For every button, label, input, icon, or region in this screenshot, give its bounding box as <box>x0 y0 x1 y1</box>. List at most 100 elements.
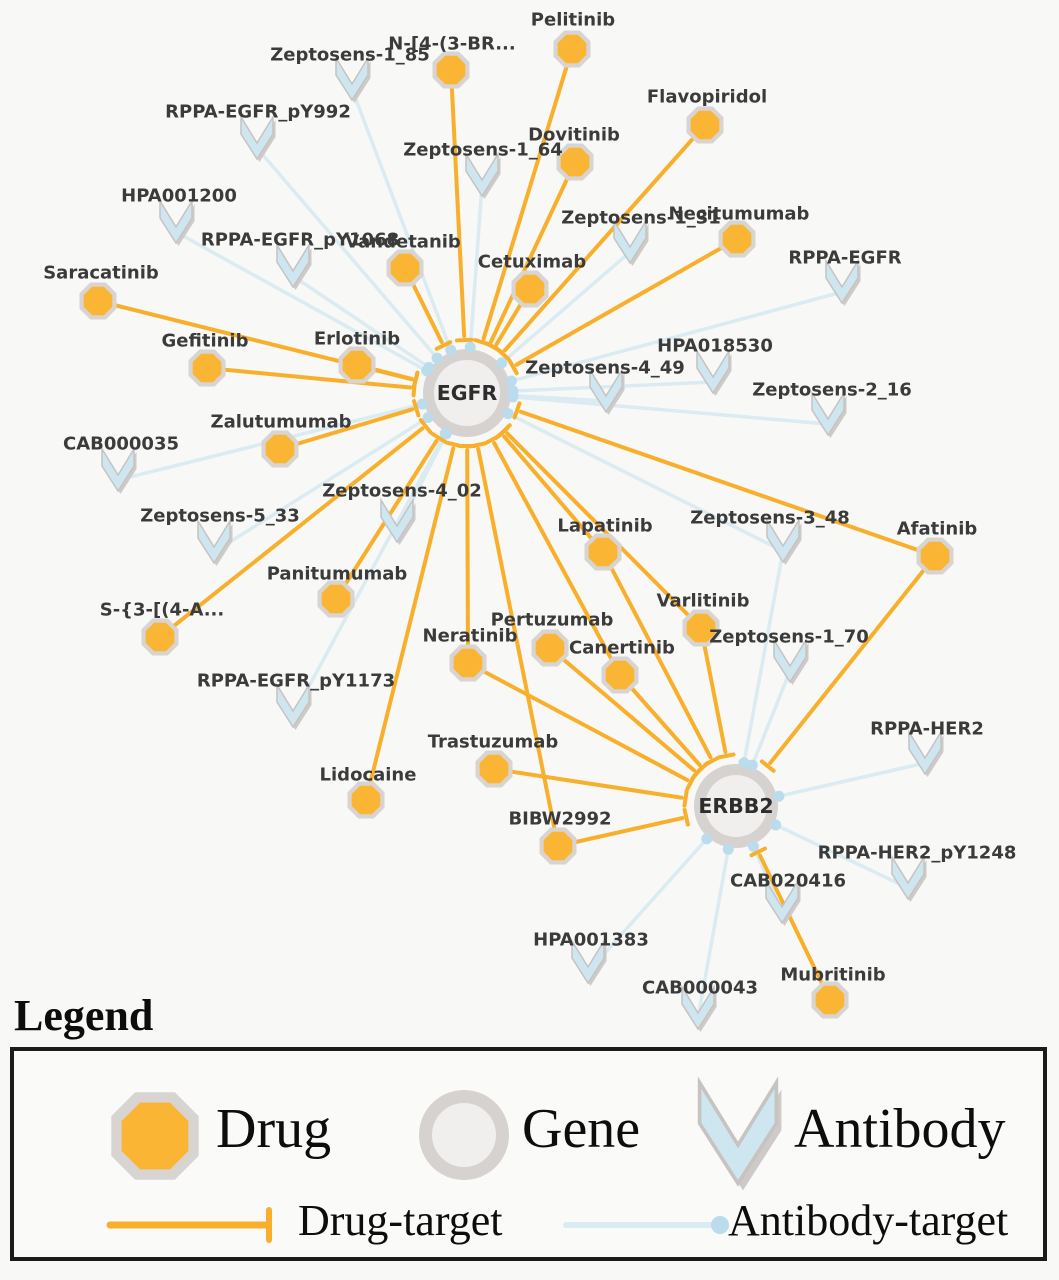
node-label: Saracatinib <box>43 263 159 284</box>
antibody-node[interactable] <box>197 518 233 566</box>
drug-edge-tee <box>690 765 704 781</box>
drug-node[interactable] <box>432 51 470 89</box>
drug-edge-tee <box>486 341 503 354</box>
antibody-edge-dot <box>496 357 508 369</box>
drug-node[interactable] <box>79 282 117 320</box>
gene-node[interactable] <box>694 764 778 848</box>
node-label: Lidocaine <box>320 765 417 786</box>
drug-target-edge <box>505 431 703 630</box>
drug-edge-tee <box>418 418 433 434</box>
node-label: Zeptosens-1_70 <box>709 627 869 648</box>
drug-node[interactable] <box>347 781 385 819</box>
drug-node[interactable] <box>686 106 724 144</box>
node-label: Zeptosens-5_33 <box>140 506 300 527</box>
antibody-node[interactable] <box>571 938 607 986</box>
drug-target-edge <box>514 237 739 367</box>
drug-node[interactable] <box>511 270 549 308</box>
antibody-target-edge <box>291 274 431 370</box>
node-label: N-[4-(3-BR... <box>388 34 515 55</box>
drug-octagon-icon <box>111 1092 199 1180</box>
node-label: Zeptosens-4_49 <box>525 358 685 379</box>
antibody-node[interactable] <box>240 114 276 162</box>
node-label: Zeptosens-1_85 <box>270 45 430 66</box>
antibody-node[interactable] <box>766 517 802 565</box>
antibody-node[interactable] <box>335 55 371 103</box>
node-label: RPPA-EGFR_pY1068 <box>201 230 399 251</box>
antibody-edge-dot <box>416 398 428 410</box>
drug-target-edge <box>492 767 684 800</box>
antibody-node[interactable] <box>811 390 847 438</box>
drug-edge-tee <box>434 340 453 351</box>
antibody-node[interactable] <box>765 878 801 926</box>
drug-node[interactable] <box>338 346 376 384</box>
antibody-node[interactable] <box>589 367 625 415</box>
drug-node[interactable] <box>811 981 849 1019</box>
drug-node[interactable] <box>601 656 639 694</box>
node-label: Pertuzumab <box>491 610 614 631</box>
drug-node[interactable] <box>386 249 424 287</box>
node-label: HPA001200 <box>121 186 237 207</box>
gene-node[interactable] <box>423 349 511 437</box>
node-label: Canertinib <box>569 638 675 659</box>
antibody-node[interactable] <box>159 198 195 246</box>
antibody-node[interactable] <box>908 729 944 777</box>
drug-target-edge <box>699 626 728 755</box>
drug-node[interactable] <box>553 30 591 68</box>
antibody-target-edge <box>174 230 429 373</box>
antibody-edge-dot <box>722 843 734 855</box>
antibody-node[interactable] <box>773 637 809 685</box>
gene-label: ERBB2 <box>698 794 773 818</box>
drug-target-edge <box>518 409 937 558</box>
antibody-node[interactable] <box>465 151 501 199</box>
antibody-edge-dot <box>773 790 785 802</box>
drug-node[interactable] <box>188 349 226 387</box>
antibody-node[interactable] <box>101 446 137 494</box>
antibody-target-edge <box>468 183 484 349</box>
antibody-edge-dot <box>445 344 457 356</box>
node-label: Dovitinib <box>528 125 620 146</box>
antibody-node[interactable] <box>681 984 717 1032</box>
drug-node[interactable] <box>449 644 487 682</box>
drug-edges-layer <box>96 47 937 1002</box>
drug-node[interactable] <box>539 827 577 865</box>
drug-node[interactable] <box>682 609 720 647</box>
drug-edge-tee <box>512 401 522 420</box>
antibody-target-line-icon <box>563 1216 729 1234</box>
drug-edge-tee <box>749 846 767 858</box>
drug-node[interactable] <box>261 430 299 468</box>
drug-target-edge <box>466 661 690 783</box>
drug-node[interactable] <box>916 537 954 575</box>
node-label: Zeptosens-1_64 <box>403 140 563 161</box>
antibody-node[interactable] <box>825 258 861 306</box>
drug-node[interactable] <box>475 750 513 788</box>
drug-target-edge <box>601 550 713 760</box>
antibody-edge-dot <box>746 759 758 771</box>
antibody-edge-dot <box>770 819 782 831</box>
node-label: Trastuzumab <box>428 732 559 753</box>
gene-circle-icon <box>419 1090 509 1180</box>
node-label: Gefitinib <box>162 331 249 352</box>
node-label: RPPA-EGFR_pY992 <box>165 102 351 123</box>
node-label: RPPA-HER2 <box>870 719 984 740</box>
antibody-node[interactable] <box>276 682 312 730</box>
antibody-node[interactable] <box>276 242 312 290</box>
drug-node[interactable] <box>141 618 179 656</box>
legend-drug-label: Drug <box>216 1098 332 1160</box>
drug-target-edge <box>502 434 605 554</box>
drug-node[interactable] <box>584 533 622 571</box>
drug-node[interactable] <box>531 629 569 667</box>
node-label: Varlitinib <box>657 591 750 612</box>
drug-node[interactable] <box>556 143 594 181</box>
antibody-node[interactable] <box>891 854 927 902</box>
drug-node[interactable] <box>317 580 355 618</box>
node-label: Panitumumab <box>267 564 408 585</box>
drug-edge-tee <box>444 440 464 449</box>
drug-edge-tee <box>759 759 776 773</box>
antibody-node[interactable] <box>696 348 732 396</box>
antibody-target-edge <box>506 411 785 553</box>
drug-node[interactable] <box>718 220 756 258</box>
nodes-layer <box>79 30 954 1032</box>
antibody-node[interactable] <box>613 218 649 266</box>
antibody-node[interactable] <box>380 497 416 545</box>
antibody-edge-dot <box>423 361 435 373</box>
